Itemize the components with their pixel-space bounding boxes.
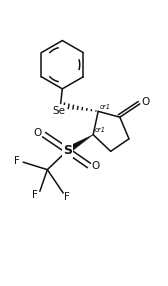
Polygon shape [66,135,93,153]
Text: O: O [34,128,42,138]
Text: or1: or1 [94,127,106,133]
Text: O: O [141,97,150,107]
Text: Se: Se [53,106,66,116]
Text: F: F [32,190,38,200]
Text: F: F [14,156,20,166]
Text: O: O [91,161,99,171]
Text: S: S [63,144,72,157]
Text: F: F [64,192,70,202]
Text: or1: or1 [99,104,111,110]
